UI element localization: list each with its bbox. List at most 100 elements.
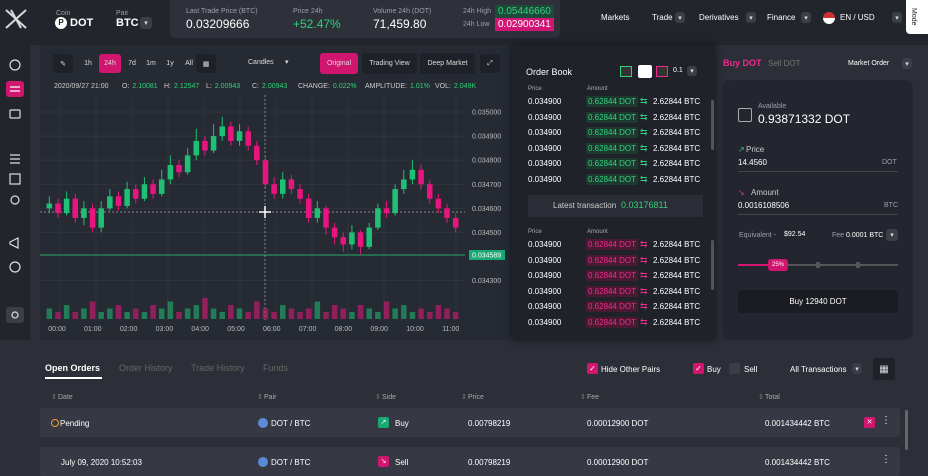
- view-both[interactable]: [638, 65, 652, 78]
- buy-tab[interactable]: Buy DOT: [723, 58, 762, 68]
- volume-bar: [228, 305, 234, 319]
- view-button[interactable]: Deep Market: [420, 53, 475, 74]
- precision[interactable]: 0.1: [673, 67, 683, 74]
- icon-dashboard[interactable]: [9, 59, 21, 71]
- range-button[interactable]: All: [185, 60, 193, 67]
- orders-calendar[interactable]: ▦: [873, 358, 895, 380]
- fullscreen[interactable]: ⤢: [480, 54, 500, 73]
- icon-settings[interactable]: [6, 307, 24, 323]
- column-header[interactable]: Date: [58, 394, 73, 401]
- buy-checkbox[interactable]: ✓: [693, 363, 704, 374]
- icon-announce[interactable]: [9, 237, 19, 249]
- scrollbar[interactable]: [711, 240, 714, 290]
- candle-body: [228, 126, 234, 141]
- book-amount: 0.62844 DOT: [588, 302, 637, 311]
- icon-list[interactable]: [10, 154, 20, 164]
- column-header[interactable]: Total: [765, 394, 780, 401]
- chart-style-dropdown[interactable]: ▾: [285, 59, 289, 66]
- info-label: CHANGE:: [298, 83, 330, 90]
- view-button[interactable]: Trading View: [362, 53, 417, 74]
- stat-label: Volume 24h (DOT): [373, 8, 432, 15]
- pair-dropdown[interactable]: ▾: [140, 17, 152, 29]
- mode[interactable]: Mode: [910, 8, 917, 26]
- fee-dropdown[interactable]: ▾: [886, 229, 898, 241]
- nav-dropdown[interactable]: ▾: [675, 12, 685, 23]
- hide-checkbox[interactable]: ✓: [587, 363, 598, 374]
- nav-item[interactable]: Trade: [652, 13, 673, 22]
- orders-tab[interactable]: Funds: [263, 363, 289, 373]
- price-input[interactable]: 14.4560: [738, 158, 767, 167]
- orders-tab[interactable]: Open Orders: [45, 363, 101, 373]
- icon-coins[interactable]: [10, 195, 20, 205]
- amount-input[interactable]: 0.0016108506: [738, 201, 790, 210]
- icon-chat[interactable]: [9, 261, 21, 273]
- volume-bar: [254, 301, 260, 319]
- candle-body: [98, 208, 104, 228]
- slider-handle[interactable]: 25%: [768, 259, 788, 271]
- book-arrow: ⇆: [640, 127, 648, 137]
- orders-tab[interactable]: Trade History: [191, 363, 245, 373]
- chart-style[interactable]: Candles: [248, 59, 274, 66]
- range-button[interactable]: 24h: [99, 54, 121, 73]
- candle-body: [314, 208, 321, 218]
- candle-body: [72, 198, 79, 218]
- nav-dropdown[interactable]: ▾: [746, 12, 756, 23]
- row-menu[interactable]: ⋮: [881, 454, 891, 465]
- range-button[interactable]: 1h: [84, 60, 92, 67]
- fee: 0.0001 BTC: [846, 232, 884, 239]
- scrollbar[interactable]: [711, 100, 714, 150]
- range-button[interactable]: 1y: [166, 60, 174, 67]
- candle-body: [176, 165, 182, 173]
- buy-button[interactable]: Buy 12940 DOT: [738, 290, 898, 313]
- filter-dropdown[interactable]: ▾: [852, 363, 862, 374]
- candle-body: [349, 232, 355, 245]
- volume-bar: [392, 308, 398, 319]
- column-header[interactable]: Pair: [264, 394, 277, 401]
- icon-exchange[interactable]: [6, 81, 24, 97]
- nav-dropdown[interactable]: ▾: [801, 12, 811, 23]
- sell-checkbox[interactable]: [729, 363, 740, 374]
- filter[interactable]: All Transactions: [790, 365, 847, 374]
- book-amount: 0.62844 DOT: [588, 97, 637, 106]
- view-button[interactable]: Original: [320, 53, 358, 74]
- nav-item[interactable]: Derivatives: [699, 13, 739, 22]
- language[interactable]: EN / USD: [840, 13, 875, 22]
- latest: 0.03176811: [621, 200, 668, 210]
- column-header[interactable]: Side: [382, 394, 397, 401]
- icon-calendar[interactable]: [9, 173, 21, 185]
- candle-body: [133, 189, 139, 199]
- orders-tab[interactable]: Order History: [119, 363, 173, 373]
- mode-tab[interactable]: [906, 0, 928, 34]
- draw-tool[interactable]: ✎: [53, 54, 73, 73]
- order-type[interactable]: Market Order: [848, 60, 890, 67]
- info-value: 2.10081: [132, 83, 158, 90]
- candle-body: [107, 196, 113, 209]
- sell-tab[interactable]: Sell DOT: [768, 59, 801, 68]
- date-picker[interactable]: ▦: [196, 54, 216, 73]
- range-button[interactable]: 7d: [128, 60, 136, 67]
- order-cell: 0.00798219: [468, 458, 511, 467]
- icon-wallet[interactable]: [9, 109, 21, 119]
- cancel-button[interactable]: ✕: [864, 417, 875, 428]
- range-button[interactable]: 1m: [146, 60, 156, 67]
- language-dropdown[interactable]: ▾: [892, 12, 902, 23]
- nav-item[interactable]: Finance: [767, 13, 796, 22]
- candle-body: [331, 227, 338, 238]
- pair[interactable]: BTC: [116, 17, 139, 29]
- column-header[interactable]: Price: [468, 394, 484, 401]
- precision-dropdown[interactable]: ▾: [687, 66, 697, 76]
- book-depth: [586, 158, 638, 169]
- book-depth: [586, 96, 638, 107]
- table-scrollbar[interactable]: [905, 410, 908, 450]
- volume-bar: [409, 312, 416, 319]
- order-type-dropdown[interactable]: ▾: [902, 58, 912, 69]
- column-header[interactable]: Fee: [587, 394, 600, 401]
- coin[interactable]: DOT: [70, 17, 94, 29]
- volume-bar: [98, 312, 104, 319]
- row-menu[interactable]: ⋮: [881, 415, 891, 426]
- view-bids[interactable]: [620, 66, 632, 77]
- book-total: 2.62844 BTC: [653, 271, 701, 280]
- view-asks[interactable]: [656, 66, 668, 77]
- nav-item[interactable]: Markets: [601, 13, 630, 22]
- book-price: 0.034900: [528, 302, 562, 311]
